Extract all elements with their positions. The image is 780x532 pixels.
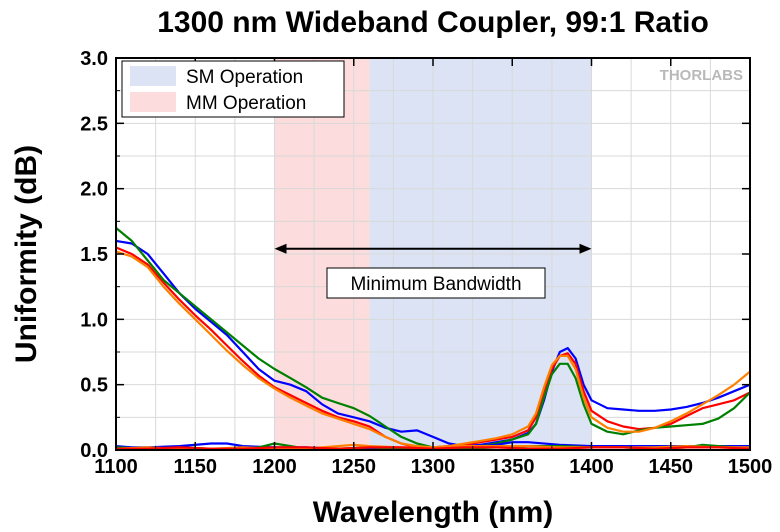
series-line-1 (115, 246, 751, 449)
annotation-box (326, 267, 546, 299)
legend: SM Operation MM Operation (121, 60, 345, 118)
x-tick-label: 1300 (411, 456, 456, 478)
x-tick-label: 1400 (569, 456, 614, 478)
x-tick-label: 1350 (490, 456, 535, 478)
x-tick-label: 1200 (252, 456, 297, 478)
chart-title: 1300 nm Wideband Coupler, 99:1 Ratio (157, 6, 709, 39)
y-tick-label: 2.0 (80, 179, 108, 201)
legend-label-sm: SM Operation (186, 67, 303, 88)
x-tick-label: 1250 (332, 456, 377, 478)
series-line-3 (115, 250, 751, 449)
y-tick-label: 0.0 (80, 440, 108, 462)
x-axis-label: Wavelength (nm) (313, 496, 554, 529)
x-tick-label: 1150 (174, 456, 217, 478)
y-axis-label: Uniformity (dB) (10, 145, 43, 363)
y-tick-label: 1.0 (80, 309, 108, 331)
series-layer (115, 227, 751, 450)
thorlabs-logo: THORLABS (660, 67, 743, 84)
x-tick-label: 1450 (649, 456, 694, 478)
arrowhead-left-icon (274, 243, 287, 254)
x-tick-label: 1500 (728, 456, 773, 478)
y-tick-label: 2.5 (80, 113, 108, 135)
legend-label-mm: MM Operation (186, 93, 306, 114)
tick-layer: 1100 1150 1200 1250 1300 1350 1400 1450 1500 0.0 0… (80, 48, 772, 478)
x-tick-label: 1100 (94, 456, 137, 478)
annotation-text: Minimum Bandwidth (350, 274, 521, 295)
y-tick-label: 3.0 (80, 48, 108, 70)
y-tick-label: 0.5 (80, 375, 108, 397)
legend-swatch-mm (130, 92, 176, 112)
y-tick-label: 1.5 (80, 244, 108, 266)
arrowhead-right-icon (579, 243, 592, 254)
legend-swatch-sm (130, 66, 176, 86)
annotation-layer: Minimum Bandwidth (274, 243, 592, 299)
